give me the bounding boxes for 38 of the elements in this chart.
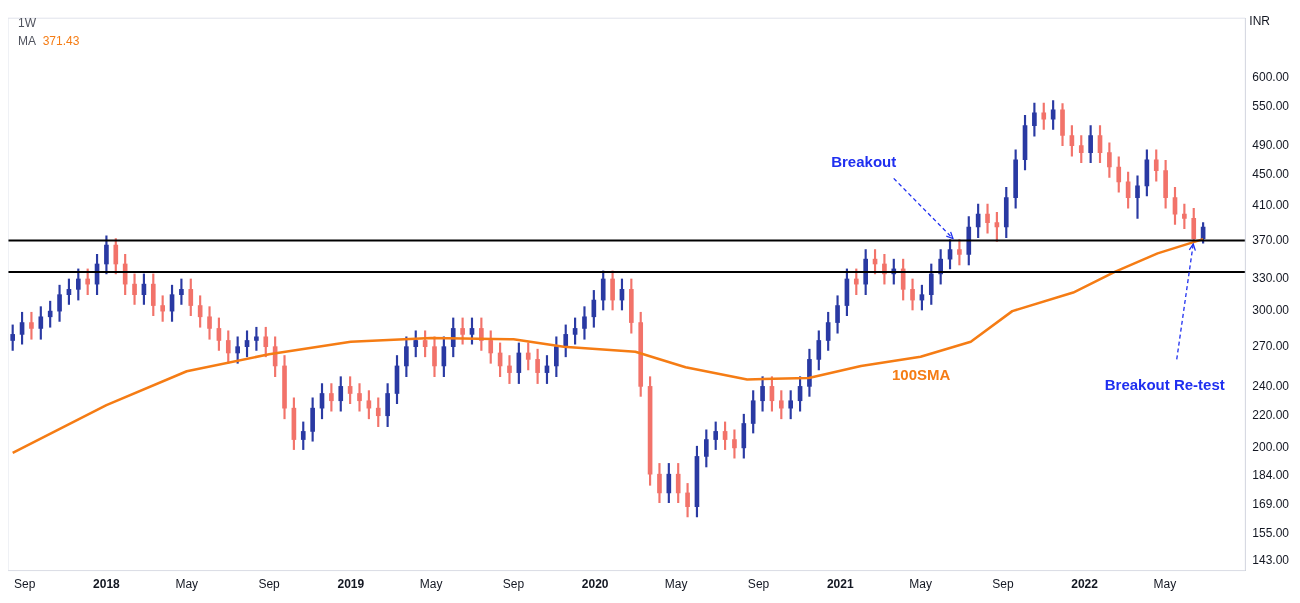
y-tick-label: 240.00 [1252,378,1290,393]
x-tick-label: 2021 [826,577,854,592]
y-tick-label: 200.00 [1252,440,1290,455]
x-tick-label: May [419,577,443,592]
y-tick-label: 300.00 [1252,303,1290,318]
y-tick-label: 155.00 [1252,526,1290,541]
x-tick-label: May [1153,577,1177,592]
y-tick-label: 184.00 [1252,468,1290,483]
text: MA [18,34,36,48]
x-tick-label: Sep [258,577,281,592]
chart-title: 1W [18,15,37,32]
annotation: Breakout Re-test [1104,375,1225,393]
y-tick-label: 490.00 [1252,137,1290,152]
y-tick-label: 143.00 [1252,553,1290,568]
x-tick-label: Sep [992,577,1014,592]
y-axis-title: INR [1249,14,1270,28]
y-tick-label: 370.00 [1252,232,1290,247]
y-tick-label: 220.00 [1252,408,1290,423]
x-tick-label: Sep [747,577,770,592]
annotation: 371.43 [42,34,80,48]
x-tick-label: May [909,577,932,592]
x-tick-label: May [175,577,199,592]
y-tick-label: 600.00 [1252,69,1290,84]
x-tick-label: 2019 [337,577,365,592]
y-tick-label: 330.00 [1252,271,1290,286]
annotation: 100SMA [892,366,951,383]
x-tick-label: 2018 [93,577,121,592]
y-tick-label: 410.00 [1252,198,1290,213]
x-tick-label: Sep [502,577,525,592]
x-tick-label: 2020 [581,577,609,592]
x-tick-label: Sep [14,577,36,592]
x-tick-label: May [664,577,688,592]
x-tick-label: 2022 [1071,577,1099,592]
y-tick-label: 450.00 [1252,166,1290,181]
annotation: Breakout [831,152,897,170]
y-tick-label: 550.00 [1252,99,1290,113]
y-tick-label: 270.00 [1252,338,1290,353]
y-tick-label: 169.00 [1252,497,1290,511]
